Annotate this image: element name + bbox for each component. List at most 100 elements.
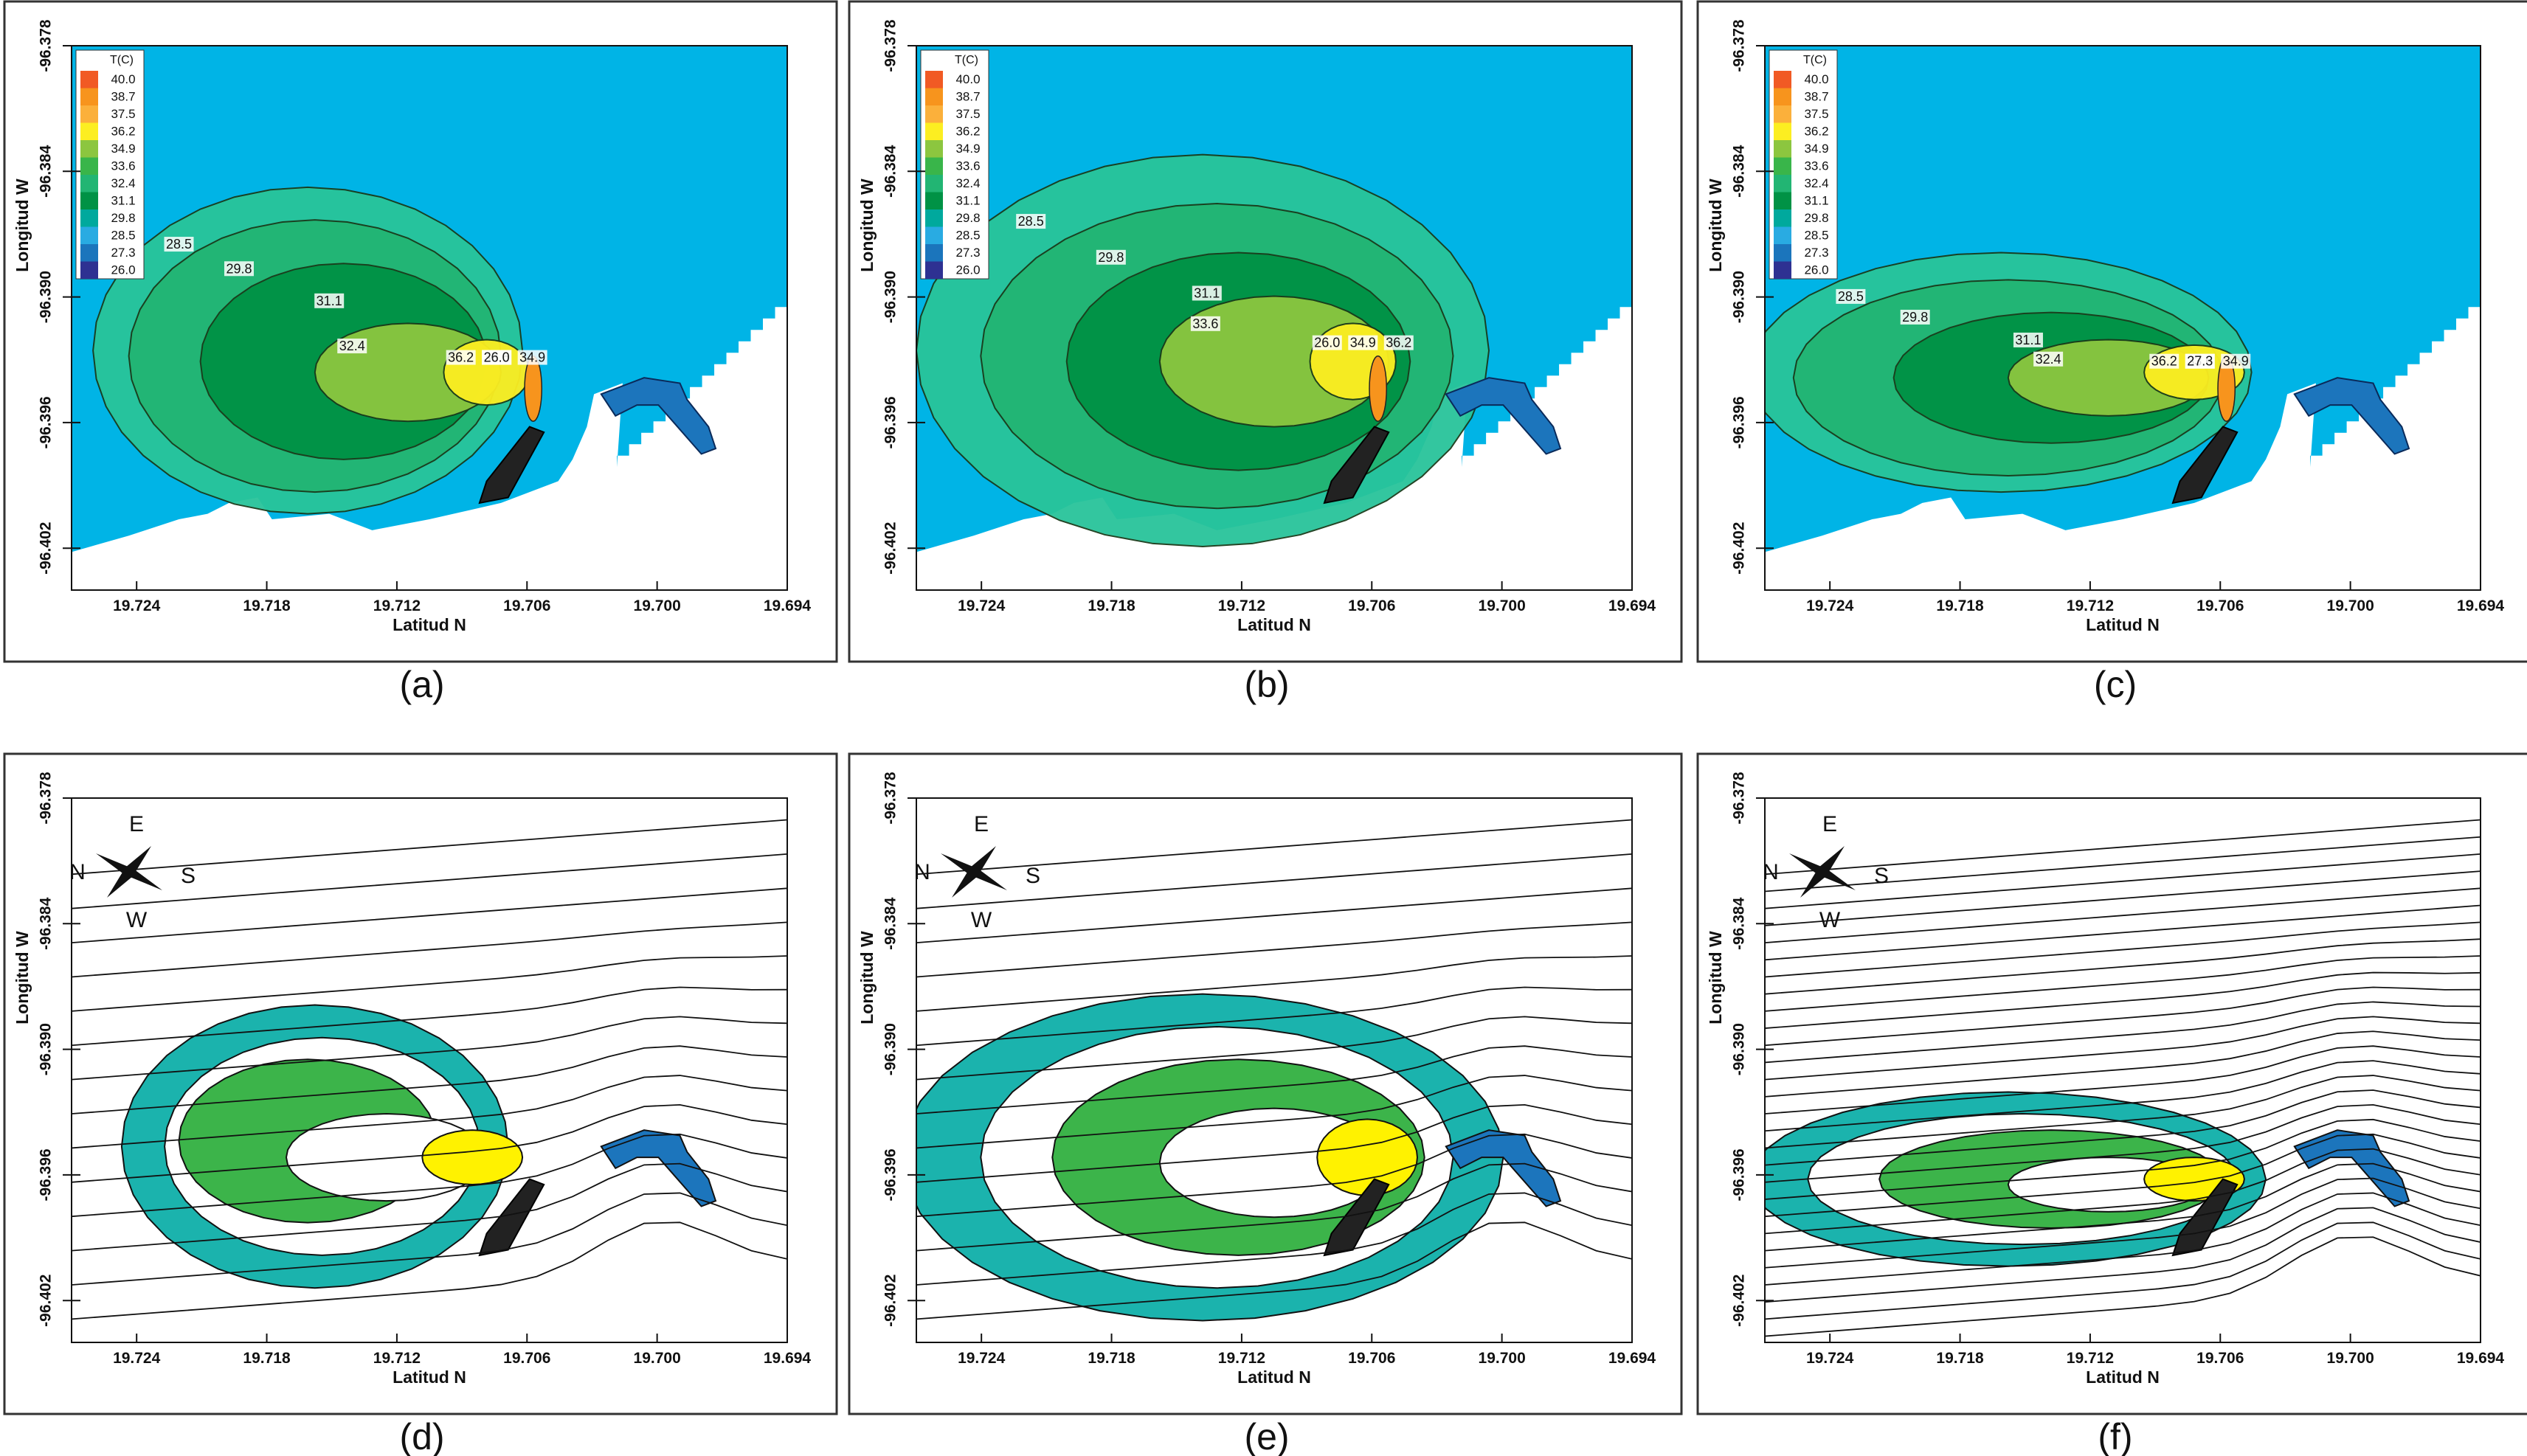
jetty-structure (1323, 1178, 1390, 1257)
legend-swatch (925, 105, 943, 123)
contour-label: 31.1 (317, 294, 342, 308)
streamline (1765, 904, 2481, 961)
x-tick-label: 19.712 (1218, 1350, 1265, 1367)
contour-label: 28.5 (1838, 289, 1864, 304)
y-tick-label: -96.390 (882, 1023, 899, 1075)
x-axis-title: Latitud N (2086, 615, 2160, 634)
legend-swatch (80, 175, 98, 193)
y-tick-label: -96.384 (38, 145, 55, 198)
legend-swatch (80, 209, 98, 227)
compass-n: N (69, 860, 86, 884)
plot-area (916, 797, 1633, 1343)
y-tick-label: -96.378 (1731, 19, 1748, 72)
y-tick-label: -96.396 (882, 396, 899, 448)
streamline (1765, 1177, 2481, 1269)
y-tick-label: -96.402 (882, 1275, 899, 1327)
x-tick-label: 19.694 (764, 597, 812, 614)
x-tick-label: 19.694 (2457, 1350, 2505, 1367)
y-tick-label: -96.384 (1731, 145, 1748, 198)
y-tick-label: -96.390 (1731, 1023, 1748, 1075)
contour-label: 31.1 (2015, 333, 2041, 347)
x-tick-label: 19.724 (1806, 1350, 1854, 1367)
streamline (1765, 1236, 2481, 1337)
x-tick-label: 19.718 (1088, 1350, 1135, 1367)
streamline (1765, 1060, 2481, 1132)
legend-swatch (80, 122, 98, 140)
compass-w: W (1819, 908, 1841, 932)
x-tick-label: 19.700 (2327, 597, 2374, 614)
legend-swatch (925, 140, 943, 158)
x-tick-label: 19.712 (2067, 597, 2114, 614)
jetty-structure (1323, 426, 1390, 505)
legend-swatch (1774, 157, 1791, 175)
compass-s: S (1026, 864, 1040, 888)
legend-level: 31.1 (955, 194, 980, 208)
streamline (1765, 1207, 2481, 1303)
streamline (1765, 1016, 2481, 1081)
legend-swatch (1774, 122, 1791, 140)
x-tick-label: 19.694 (2457, 597, 2505, 614)
x-tick-label: 19.706 (2196, 597, 2244, 614)
streamline (916, 1045, 1632, 1114)
contour-label-bg (1016, 214, 1046, 229)
legend-level: 32.4 (111, 176, 135, 190)
legend-level: 26.0 (111, 263, 135, 277)
legend-level: 31.1 (1804, 194, 1828, 208)
legend-level: 26.0 (1804, 263, 1828, 277)
x-tick-label: 19.700 (634, 1350, 681, 1367)
legend-title: T(C) (110, 54, 134, 66)
streamline (72, 1075, 787, 1149)
plot-area (916, 45, 1633, 591)
y-axis-title: Longitud W (13, 931, 32, 1025)
contour-label-bg (1836, 288, 1866, 304)
contour-label: 32.4 (339, 339, 365, 353)
y-tick-label: -96.396 (38, 1148, 55, 1201)
jetty-structure (478, 1178, 545, 1257)
x-tick-label: 19.694 (1608, 1350, 1656, 1367)
streamline (916, 1192, 1632, 1286)
x-tick-label: 19.718 (1088, 597, 1135, 614)
streamline (916, 819, 1632, 876)
streamline (1765, 1148, 2481, 1235)
contour-label: 27.3 (2187, 354, 2213, 369)
streamline (1765, 1089, 2481, 1166)
streamline (1765, 1103, 2481, 1183)
streamline (1765, 870, 2481, 926)
streamline (1765, 1045, 2481, 1114)
legend-swatch (1774, 209, 1791, 227)
lagoon-shape (600, 1129, 717, 1207)
legend-swatch (80, 88, 98, 105)
y-tick-label: -96.402 (882, 522, 899, 575)
y-tick-label: -96.378 (882, 772, 899, 825)
legend-level: 32.4 (1804, 176, 1828, 190)
contour-label: 26.0 (1314, 336, 1340, 350)
lagoon-shape (1445, 377, 1562, 455)
contour-label-bg (446, 350, 476, 365)
legend-level: 38.7 (1804, 90, 1828, 104)
contour-label-bg (2149, 353, 2179, 369)
y-tick-label: -96.402 (38, 1275, 55, 1327)
legend-level: 28.5 (1804, 229, 1828, 243)
streamline (916, 1103, 1632, 1183)
x-tick-label: 19.712 (373, 597, 421, 614)
legend-level: 33.6 (955, 159, 980, 173)
x-tick-label: 19.712 (2067, 1350, 2114, 1367)
legend-level: 26.0 (955, 263, 980, 277)
contour-label: 34.9 (1350, 336, 1376, 350)
legend-level: 37.5 (955, 107, 980, 121)
y-tick-label: -96.396 (1731, 396, 1748, 448)
y-axis-title: Longitud W (857, 931, 877, 1025)
legend-level: 27.3 (111, 246, 135, 260)
x-axis-title: Latitud N (1237, 615, 1311, 634)
contour-label-bg (2185, 353, 2215, 369)
lagoon-shape (2293, 377, 2410, 455)
legend-swatch (1774, 88, 1791, 105)
contour-label-bg (1348, 335, 1378, 350)
legend-level: 36.2 (1804, 125, 1828, 139)
legend-swatch (1774, 175, 1791, 193)
y-tick-label: -96.378 (1731, 772, 1748, 825)
y-tick-label: -96.390 (1731, 271, 1748, 323)
contour-label: 29.8 (1902, 310, 1928, 325)
legend-swatch (1774, 71, 1791, 89)
